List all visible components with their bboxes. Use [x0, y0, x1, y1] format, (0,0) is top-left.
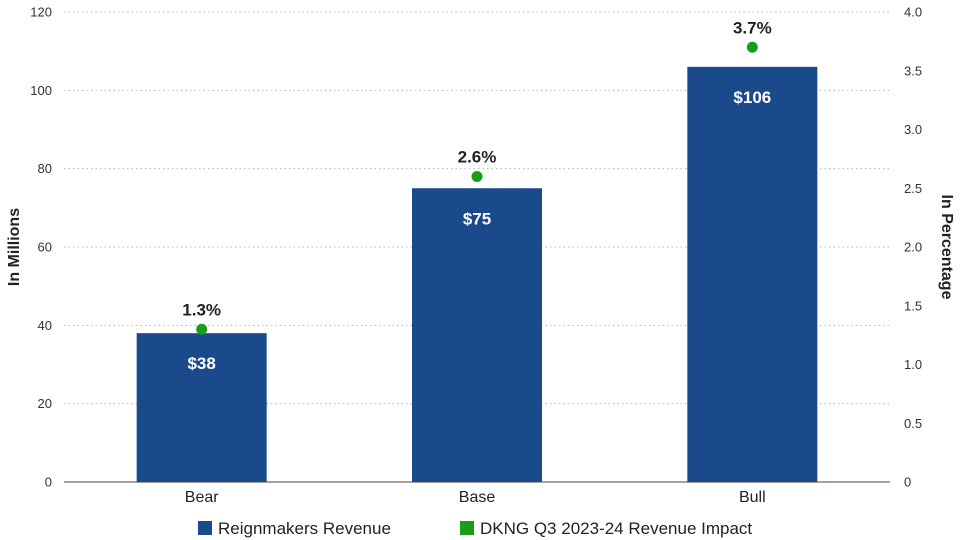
- y2-tick-label: 2.5: [904, 181, 922, 196]
- legend-swatch: [460, 521, 474, 535]
- y2-tick-label: 0: [904, 475, 911, 490]
- data-point: [196, 323, 208, 335]
- y-tick-label: 120: [30, 5, 52, 20]
- y2-tick-label: 4.0: [904, 5, 922, 20]
- y-tick-label: 100: [30, 83, 52, 98]
- y-tick-label: 60: [38, 240, 52, 255]
- y2-tick-label: 3.0: [904, 122, 922, 137]
- x-tick-label: Bull: [739, 489, 766, 506]
- y-tick-label: 20: [38, 396, 52, 411]
- bar-value-label: $38: [187, 354, 215, 373]
- legend-label: DKNG Q3 2023-24 Revenue Impact: [480, 519, 752, 538]
- y2-tick-label: 2.0: [904, 240, 922, 255]
- y-axis-title: In Millions: [6, 208, 23, 286]
- bar: [687, 66, 818, 482]
- point-value-label: 2.6%: [458, 148, 497, 167]
- x-tick-label: Bear: [185, 489, 219, 506]
- y-tick-label: 0: [45, 475, 52, 490]
- y2-tick-label: 1.0: [904, 357, 922, 372]
- y2-axis-title: In Percentage: [938, 195, 955, 300]
- y2-tick-label: 1.5: [904, 298, 922, 313]
- y-tick-label: 40: [38, 318, 52, 333]
- data-point: [746, 41, 758, 53]
- legend-swatch: [198, 521, 212, 535]
- bar: [412, 188, 542, 482]
- y2-tick-label: 3.5: [904, 63, 922, 78]
- legend-label: Reignmakers Revenue: [218, 519, 391, 538]
- y-tick-label: 80: [38, 161, 52, 176]
- y2-tick-label: 0.5: [904, 416, 922, 431]
- x-tick-label: Base: [459, 489, 496, 506]
- bar-value-label: $75: [463, 209, 491, 228]
- bar: [136, 333, 267, 482]
- point-value-label: 3.7%: [733, 18, 772, 37]
- data-point: [471, 171, 483, 182]
- bar-value-label: $106: [733, 88, 771, 107]
- point-value-label: 1.3%: [182, 300, 221, 319]
